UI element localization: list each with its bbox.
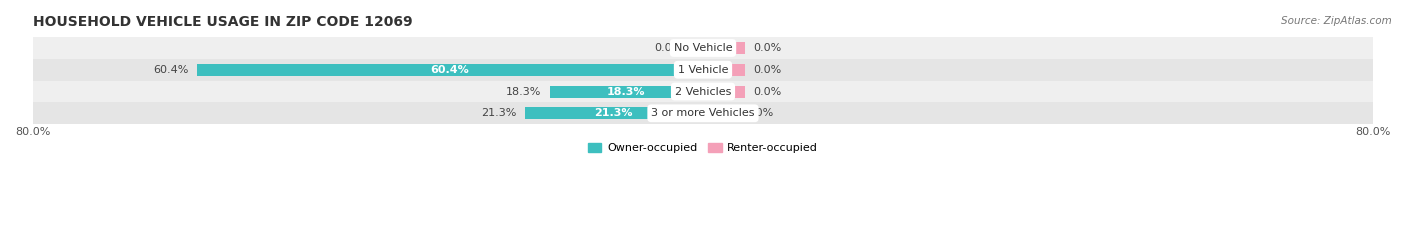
Bar (32, 59, 1374, 81)
Text: 0.0%: 0.0% (754, 43, 782, 53)
Bar (703, 86, 745, 98)
Text: 21.3%: 21.3% (595, 108, 633, 118)
Text: 0.0%: 0.0% (654, 43, 682, 53)
Text: 2 Vehicles: 2 Vehicles (675, 86, 731, 96)
Bar (703, 42, 745, 54)
Bar (703, 107, 737, 119)
Text: 0.0%: 0.0% (745, 108, 773, 118)
Text: 0.0%: 0.0% (754, 65, 782, 75)
Bar (690, 42, 703, 54)
Bar (32, 81, 1374, 103)
Bar (32, 37, 1374, 59)
Bar (703, 64, 745, 76)
Text: 18.3%: 18.3% (506, 86, 541, 96)
Text: 60.4%: 60.4% (153, 65, 188, 75)
Text: 0.0%: 0.0% (754, 86, 782, 96)
Text: 18.3%: 18.3% (607, 86, 645, 96)
Bar (550, 86, 703, 98)
Text: No Vehicle: No Vehicle (673, 43, 733, 53)
Bar (524, 107, 703, 119)
Text: 21.3%: 21.3% (481, 108, 516, 118)
Text: Source: ZipAtlas.com: Source: ZipAtlas.com (1281, 16, 1392, 26)
Bar (197, 64, 703, 76)
Text: 1 Vehicle: 1 Vehicle (678, 65, 728, 75)
Text: 3 or more Vehicles: 3 or more Vehicles (651, 108, 755, 118)
Legend: Owner-occupied, Renter-occupied: Owner-occupied, Renter-occupied (583, 138, 823, 158)
Bar (32, 103, 1374, 124)
Text: 60.4%: 60.4% (430, 65, 470, 75)
Text: HOUSEHOLD VEHICLE USAGE IN ZIP CODE 12069: HOUSEHOLD VEHICLE USAGE IN ZIP CODE 1206… (32, 15, 412, 29)
